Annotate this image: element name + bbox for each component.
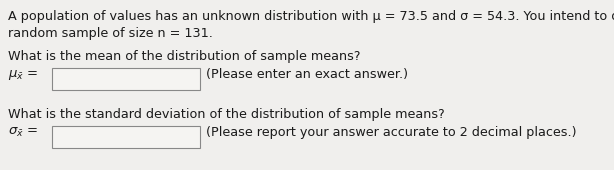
Text: (Please enter an exact answer.): (Please enter an exact answer.)	[206, 68, 408, 81]
FancyBboxPatch shape	[52, 68, 200, 90]
Text: What is the standard deviation of the distribution of sample means?: What is the standard deviation of the di…	[8, 108, 445, 121]
Text: $\mu_{\bar{x}}$ =: $\mu_{\bar{x}}$ =	[8, 68, 38, 82]
Text: What is the mean of the distribution of sample means?: What is the mean of the distribution of …	[8, 50, 360, 63]
Text: (Please report your answer accurate to 2 decimal places.): (Please report your answer accurate to 2…	[206, 126, 577, 139]
Text: $\sigma_{\bar{x}}$ =: $\sigma_{\bar{x}}$ =	[8, 126, 38, 139]
Text: A population of values has an unknown distribution with μ = 73.5 and σ = 54.3. Y: A population of values has an unknown di…	[8, 10, 614, 23]
Text: random sample of size n = 131.: random sample of size n = 131.	[8, 27, 213, 40]
FancyBboxPatch shape	[52, 126, 200, 148]
